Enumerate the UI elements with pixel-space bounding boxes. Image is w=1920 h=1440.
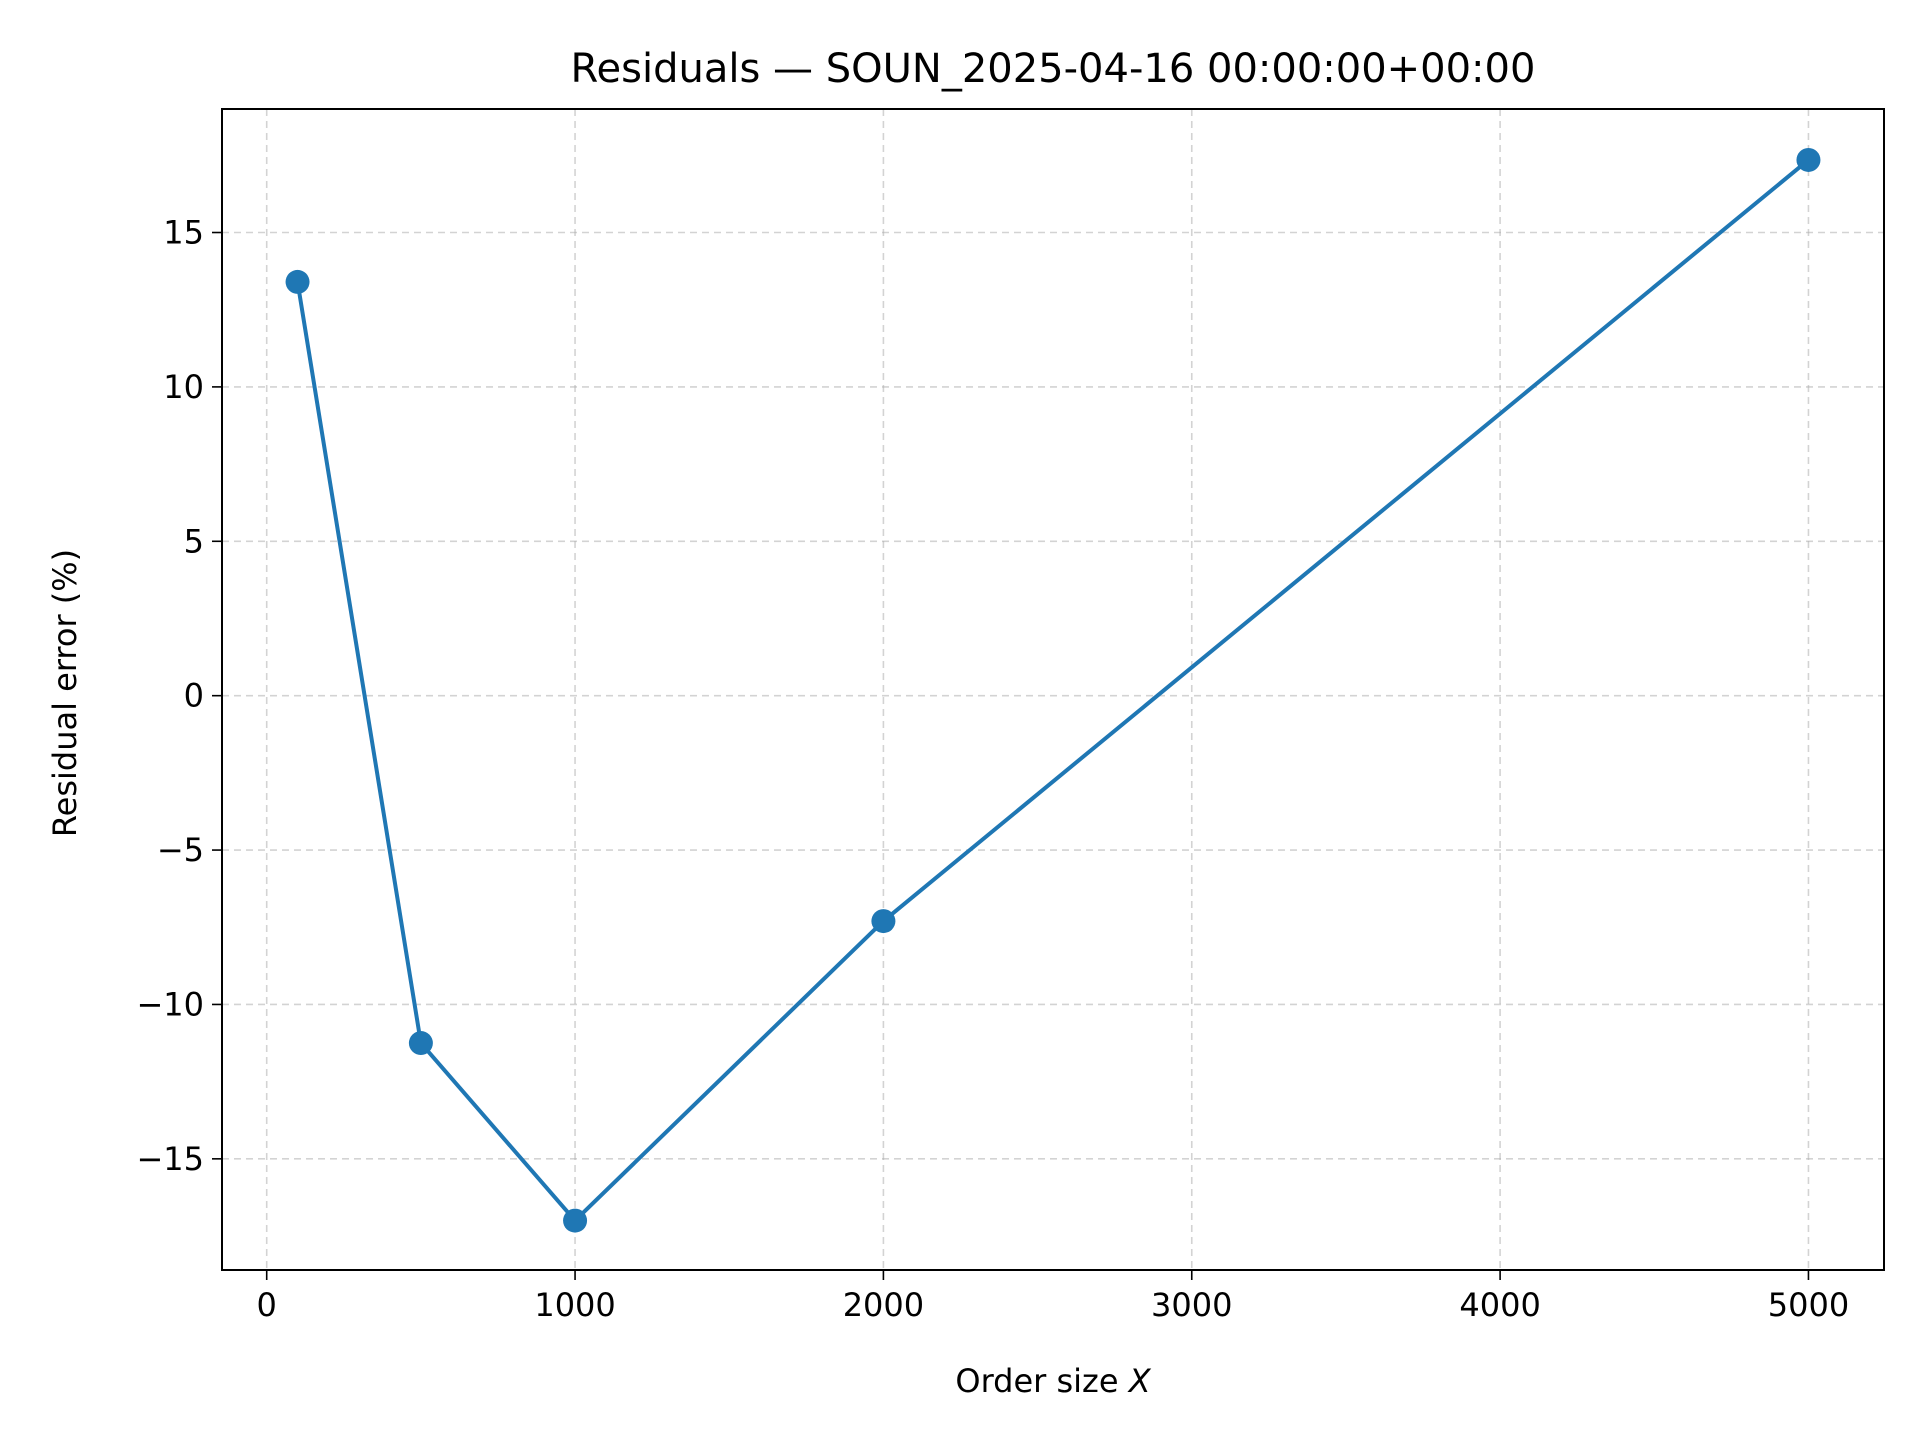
data-point [563, 1208, 588, 1233]
y-tick-label: 15 [163, 214, 204, 252]
x-axis-label-variable: X [1127, 1362, 1152, 1400]
x-tick-label: 2000 [843, 1286, 924, 1324]
chart-title: Residuals — SOUN_2025-04-16 00:00:00+00:… [571, 46, 1536, 92]
grid [222, 109, 1884, 1270]
y-tick-label: −15 [136, 1140, 204, 1178]
y-tick-label: 0 [184, 677, 204, 715]
y-axis-label: Residual error (%) [46, 549, 84, 837]
y-tick-label: 5 [184, 522, 204, 560]
data-point [285, 269, 310, 294]
axis-ticks: 0 1000 2000 3000 4000 5000 −15 −10 −5 0 5 10 15 [136, 214, 1849, 1324]
plot-frame [221, 108, 1885, 1271]
data-point [871, 909, 896, 934]
x-axis-label: Order size X [955, 1362, 1151, 1400]
x-axis-label-text: Order size [955, 1362, 1128, 1400]
x-tick-label: 3000 [1151, 1286, 1232, 1324]
series [285, 147, 1821, 1233]
x-tick-label: 1000 [534, 1286, 615, 1324]
y-tick-label: −5 [157, 831, 204, 869]
x-tick-label: 5000 [1768, 1286, 1849, 1324]
y-tick-label: −10 [136, 985, 204, 1023]
x-tick-label: 0 [257, 1286, 277, 1324]
y-tick-label: 10 [163, 368, 204, 406]
data-point [1796, 147, 1821, 172]
data-point [408, 1031, 433, 1056]
x-tick-label: 4000 [1459, 1286, 1540, 1324]
